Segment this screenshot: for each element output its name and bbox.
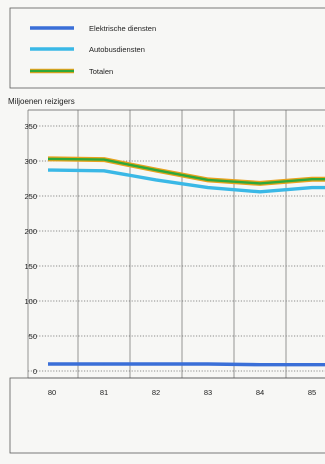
x-tick-label-3: 83: [204, 388, 212, 397]
legend-label-2: Totalen: [89, 67, 113, 76]
series-1-point-2: [155, 179, 157, 181]
series-2-point-2: [155, 169, 157, 172]
series-2-point-1: [103, 158, 105, 161]
legend-frame: [9, 7, 325, 89]
y-tick-label-3: 150: [24, 262, 37, 271]
series-1-point-5: [311, 186, 313, 189]
series-lines: [48, 156, 325, 367]
series-0-point-3: [207, 363, 209, 365]
series-line-2: [48, 157, 325, 185]
series-line-0: [48, 362, 325, 367]
series-2-point-4: [259, 182, 261, 185]
y-tick-label-1: 50: [29, 332, 37, 341]
series-1-point-4: [259, 190, 261, 193]
y-tick-label-7: 350: [24, 122, 37, 131]
series-1-point-1: [103, 169, 105, 172]
series-1-point-0: [51, 169, 53, 172]
series-0-point-2: [155, 363, 157, 365]
y-tick-labels: 0 50 100 150 200 250 300 350: [24, 122, 37, 376]
y-axis-title: Miljoenen reizigers: [8, 97, 75, 106]
series-0-point-4: [259, 363, 261, 366]
series-1-point-3: [207, 186, 209, 189]
x-tick-label-2: 82: [152, 388, 160, 397]
x-tick-label-5: 85: [308, 388, 316, 397]
y-tick-label-4: 200: [24, 227, 37, 236]
x-tick-label-4: 84: [256, 388, 264, 397]
legend-label-1: Autobusdiensten: [89, 45, 145, 54]
series-line-1: [48, 168, 325, 194]
legend-label-0: Elektrische diensten: [89, 24, 156, 33]
x-tick-labels: 80 81 82 83 84 85: [48, 388, 316, 397]
legend: Elektrische diensten Autobusdiensten Total…: [9, 7, 325, 89]
series-2-point-3: [207, 179, 209, 181]
x-tick-label-0: 80: [48, 388, 56, 397]
series-2-point-0: [51, 158, 53, 160]
series-2-point-5: [311, 178, 313, 181]
y-tick-label-6: 300: [24, 157, 37, 166]
y-tick-label-5: 250: [24, 192, 37, 201]
series-0-point-5: [311, 363, 313, 366]
bottom-frame: [9, 377, 325, 454]
series-0-point-1: [103, 363, 105, 365]
x-tick-label-1: 81: [100, 388, 108, 397]
y-tick-label-2: 100: [24, 297, 37, 306]
grid: [27, 109, 325, 379]
series-0-point-0: [51, 363, 53, 365]
y-tick-label-0: 0: [33, 367, 37, 376]
